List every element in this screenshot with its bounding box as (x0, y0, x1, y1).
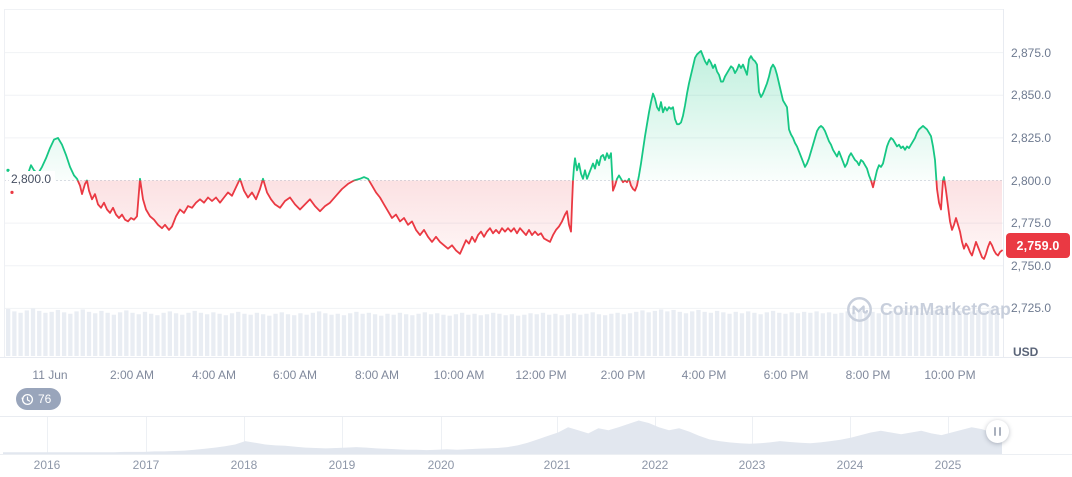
coinmarketcap-logo-icon (847, 297, 872, 322)
last-price-badge: 2,759.0 (1006, 233, 1070, 258)
drag-handle-icon (998, 427, 1001, 436)
range-year-label: 2017 (132, 458, 160, 472)
history-bars-badge[interactable]: 76 (16, 388, 62, 410)
x-axis-tick-label: 4:00 PM (681, 368, 727, 382)
x-axis-tick-label: 2:00 PM (600, 368, 646, 382)
x-axis-tick-label: 11 Jun (32, 368, 68, 382)
x-axis-tick-label: 10:00 AM (433, 368, 485, 382)
range-year-label: 2019 (328, 458, 356, 472)
range-year-label: 2025 (934, 458, 962, 472)
range-year-label: 2021 (543, 458, 571, 472)
x-axis-tick-label: 8:00 AM (354, 368, 400, 382)
x-axis-tick-label: 6:00 AM (272, 368, 318, 382)
range-year-label: 2023 (738, 458, 766, 472)
y-axis-tick-label: 2,800.0 (1011, 173, 1052, 188)
y-axis-unit: USD (1013, 345, 1039, 359)
x-axis-tick-label: 12:00 PM (515, 368, 567, 382)
y-axis-tick-label: 2,750.0 (1011, 258, 1052, 273)
watermark-text: CoinMarketCap (880, 299, 1011, 319)
y-axis-tick-label: 2,775.0 (1011, 216, 1052, 231)
y-axis-tick-label: 2,825.0 (1011, 130, 1052, 145)
watermark: CoinMarketCap (846, 296, 1011, 323)
y-axis-tick-label: 2,725.0 (1011, 301, 1052, 316)
range-year-label: 2016 (33, 458, 61, 472)
range-drag-handle[interactable] (986, 420, 1009, 443)
range-year-label: 2024 (836, 458, 864, 472)
drag-handle-icon (994, 427, 997, 436)
range-year-label: 2020 (427, 458, 455, 472)
range-selector-chart[interactable] (0, 416, 1072, 456)
price-chart-canvas[interactable] (0, 0, 1072, 416)
x-axis-tick-label: 6:00 PM (763, 368, 809, 382)
clock-history-icon (21, 393, 34, 405)
baseline-price-label: 2,800.0 (9, 171, 56, 187)
x-axis-tick-label: 4:00 AM (191, 368, 237, 382)
history-bars-count: 76 (38, 392, 52, 406)
x-axis-tick-label: 10:00 PM (924, 368, 976, 382)
y-axis-tick-label: 2,875.0 (1011, 45, 1052, 60)
range-year-label: 2022 (641, 458, 669, 472)
x-axis-tick-label: 8:00 PM (845, 368, 891, 382)
x-axis-tick-label: 2:00 AM (109, 368, 155, 382)
y-axis-tick-label: 2,850.0 (1011, 88, 1052, 103)
range-year-label: 2018 (230, 458, 258, 472)
